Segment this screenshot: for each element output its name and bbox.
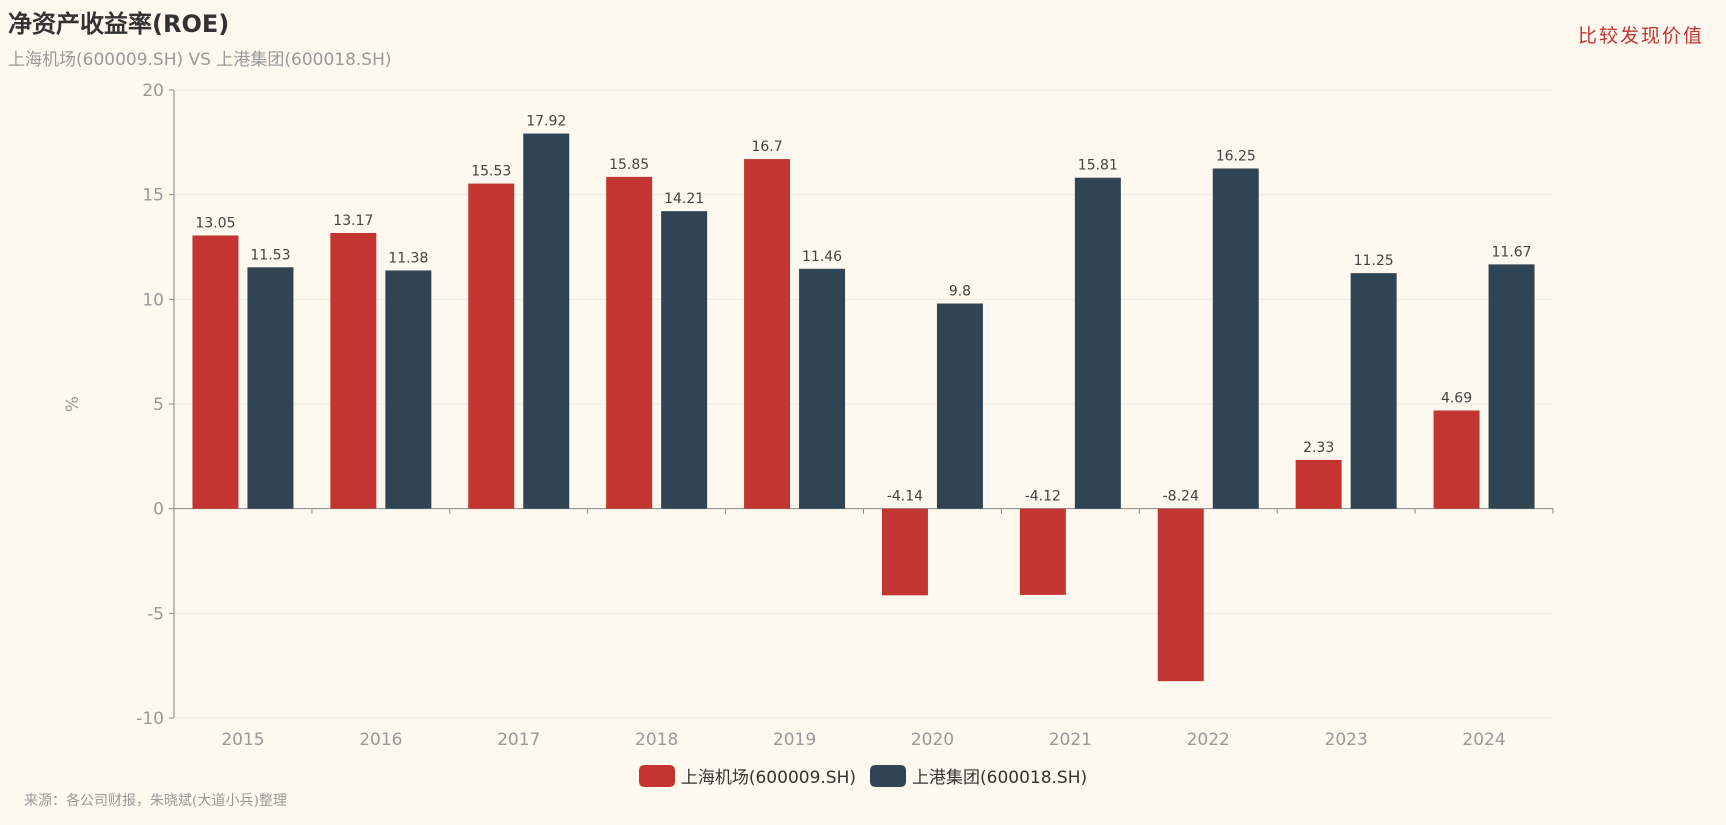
data-label: 11.67 [1492,244,1532,260]
y-tick-label: 0 [153,500,164,520]
data-label: 11.25 [1354,253,1394,269]
legend-label-series-0: 上海机场(600009.SH) [680,768,856,788]
x-tick-label: 2017 [497,730,540,750]
bar-series-1 [1212,168,1259,509]
data-label: -4.12 [1025,489,1061,505]
bar-series-0 [468,183,515,509]
bar-series-0 [192,235,239,509]
x-tick-label: 2023 [1325,730,1368,750]
x-tick-label: 2024 [1462,730,1505,750]
y-tick-label: 20 [142,81,164,101]
x-tick-label: 2018 [635,730,678,750]
bar-series-0 [330,232,377,509]
bar-series-0 [606,176,653,509]
data-label: 9.8 [949,284,971,300]
legend: 上海机场(600009.SH) 上港集团(600018.SH) [0,763,1726,788]
data-label: 4.69 [1441,390,1472,406]
bar-series-1 [523,133,570,509]
bar-series-1 [385,270,432,509]
x-tick-label: 2021 [1049,730,1092,750]
data-label: 17.92 [526,114,566,130]
data-label: -8.24 [1163,489,1199,505]
legend-item-series-1[interactable]: 上港集团(600018.SH) [870,763,1087,788]
x-tick-label: 2020 [911,730,954,750]
chart-title: 净资产收益率(ROE) [8,10,230,38]
data-label: 15.53 [471,164,511,180]
bar-series-1 [799,268,846,509]
data-label: 2.33 [1303,440,1334,456]
data-label: 14.21 [664,191,704,207]
bar-series-1 [1074,177,1121,509]
data-label: 15.81 [1078,158,1118,174]
legend-swatch-series-1 [870,764,906,787]
bar-series-0 [1019,508,1066,595]
data-label: 11.46 [802,249,842,265]
legend-swatch-series-0 [638,764,675,787]
bar-series-0 [1433,410,1480,509]
bar-series-0 [1295,459,1342,509]
x-tick-label: 2016 [359,730,402,750]
bar-series-0 [1157,508,1204,682]
bar-series-1 [1488,264,1535,509]
y-tick-label: -5 [147,604,164,624]
bar-series-0 [744,159,791,509]
bar-series-1 [936,303,983,509]
x-tick-label: 2022 [1187,730,1230,750]
source-note: 来源：各公司财报，朱晓斌(大道小兵)整理 [24,793,287,809]
data-label: 11.53 [250,247,290,263]
data-label: 16.25 [1216,149,1256,165]
bar-series-1 [247,267,294,509]
y-tick-label: 15 [142,186,164,206]
data-label: 16.7 [751,139,782,155]
x-tick-label: 2019 [773,730,816,750]
slogan: 比较发现价值 [1578,25,1705,47]
data-label: 11.38 [388,250,428,266]
y-tick-label: 10 [142,290,164,310]
data-label: 13.05 [195,215,235,231]
y-axis-label: % [63,396,83,412]
y-tick-label: 5 [153,395,164,415]
legend-item-series-0[interactable]: 上海机场(600009.SH) [638,763,856,788]
bar-series-1 [1350,273,1397,509]
data-label: 15.85 [609,157,649,173]
data-label: 13.17 [333,213,373,229]
x-tick-label: 2015 [221,730,264,750]
bar-series-0 [881,508,928,596]
legend-label-series-1: 上港集团(600018.SH) [912,768,1088,788]
data-label: -4.14 [887,489,923,505]
bar-series-1 [661,211,708,509]
chart-subtitle: 上海机场(600009.SH) VS 上港集团(600018.SH) [8,50,392,70]
y-tick-label: -10 [136,709,164,729]
